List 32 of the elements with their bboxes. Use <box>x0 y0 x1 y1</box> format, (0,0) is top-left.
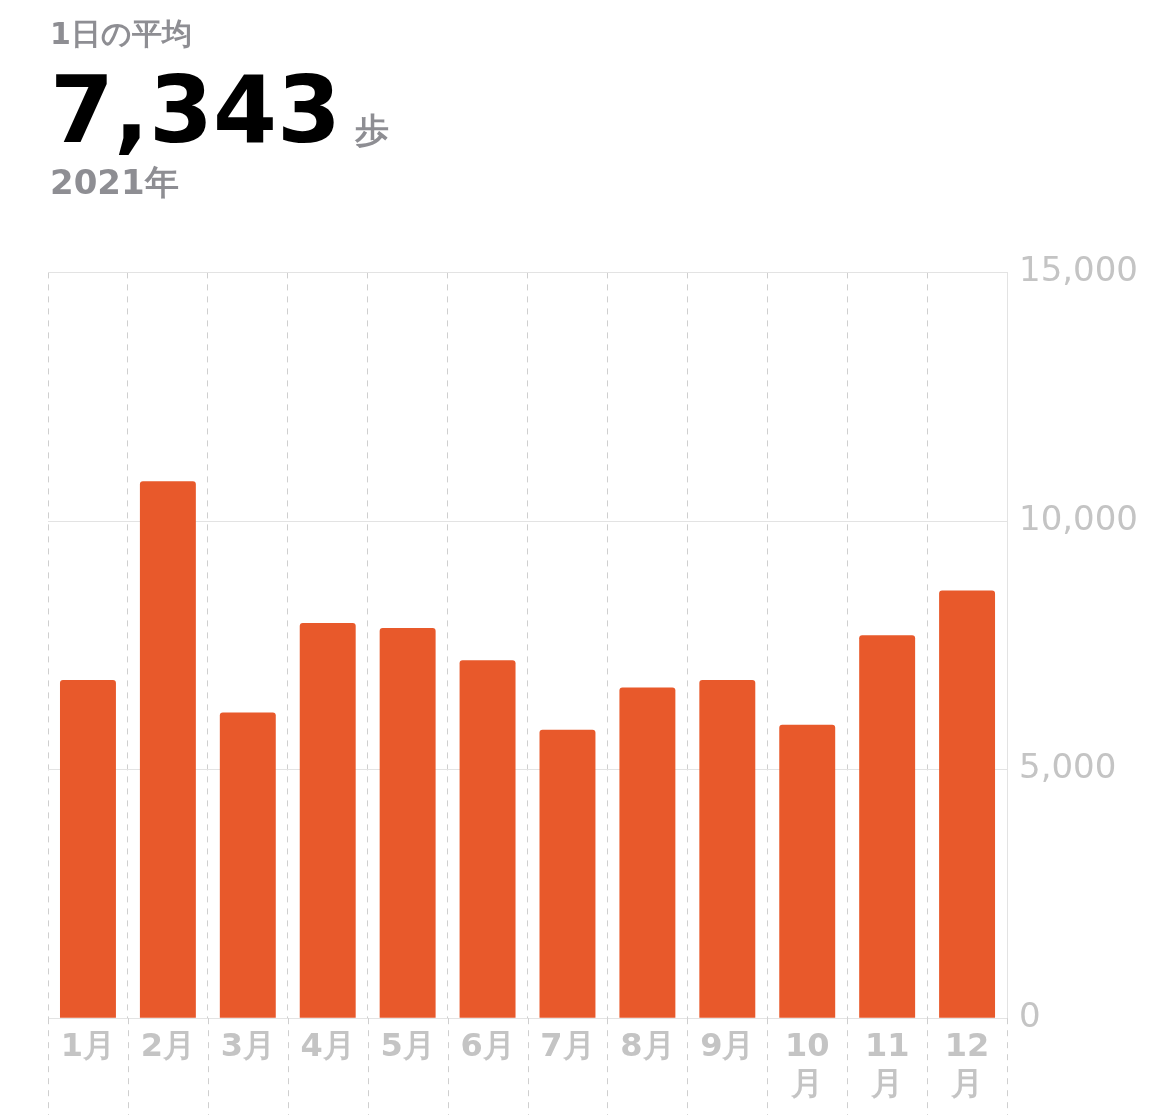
bar <box>299 622 356 1018</box>
bar <box>379 627 436 1018</box>
bar <box>939 590 996 1018</box>
y-tick-label: 10,000 <box>1019 497 1138 538</box>
x-tick-label: 9月 <box>700 1025 755 1064</box>
x-tick-label: 4月 <box>300 1025 355 1064</box>
bar <box>779 724 836 1018</box>
bar <box>699 680 756 1018</box>
bar <box>859 635 916 1018</box>
y-tick-label: 0 <box>1019 995 1041 1036</box>
y-tick-label: 15,000 <box>1019 249 1138 290</box>
x-tick-label: 2月 <box>140 1025 196 1064</box>
bar <box>59 680 116 1018</box>
x-tick-label: 12月 <box>944 1025 990 1103</box>
x-tick-label: 10月 <box>784 1025 830 1103</box>
bar <box>539 729 596 1018</box>
chart-title: 1日の平均 <box>50 15 193 53</box>
bar <box>459 660 516 1018</box>
bar <box>219 712 276 1018</box>
x-tick-label: 5月 <box>380 1025 435 1064</box>
bar <box>619 687 676 1018</box>
x-tick-label: 11月 <box>864 1025 910 1103</box>
x-tick-label: 1月 <box>60 1025 116 1064</box>
x-tick-label: 3月 <box>220 1025 275 1064</box>
x-tick-label: 8月 <box>620 1025 675 1064</box>
x-tick-label: 7月 <box>540 1025 595 1064</box>
y-tick-label: 5,000 <box>1019 746 1117 787</box>
bar <box>139 481 196 1018</box>
text: 7,343 <box>50 57 342 164</box>
text: 歩 <box>355 110 390 150</box>
chart-subtitle: 2021年 <box>50 161 180 204</box>
x-tick-label: 6月 <box>460 1025 515 1064</box>
